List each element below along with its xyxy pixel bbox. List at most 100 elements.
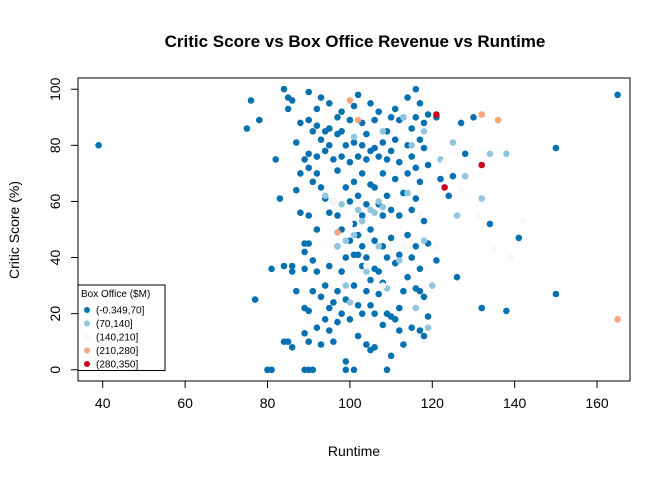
data-point	[396, 304, 403, 312]
data-point	[346, 220, 354, 228]
data-point	[412, 243, 420, 250]
data-point	[297, 119, 304, 127]
data-point	[330, 198, 337, 205]
data-point	[346, 97, 354, 104]
legend-swatch	[84, 320, 90, 327]
data-point	[358, 243, 366, 250]
data-point	[334, 318, 341, 326]
data-point	[313, 153, 321, 160]
data-point	[375, 290, 383, 298]
data-point	[416, 327, 424, 334]
data-point	[371, 310, 378, 318]
data-point	[503, 307, 510, 315]
data-point	[420, 293, 428, 301]
data-point	[334, 229, 341, 236]
data-point	[321, 316, 329, 323]
x-tick-label: 120	[421, 395, 445, 411]
data-point	[457, 119, 465, 127]
data-point	[334, 287, 341, 295]
data-point	[486, 220, 494, 228]
data-point	[387, 147, 395, 155]
data-point	[272, 156, 280, 163]
data-point	[313, 324, 321, 332]
legend-swatch	[84, 334, 90, 340]
data-point	[449, 172, 457, 180]
data-point	[313, 268, 321, 275]
data-point	[317, 94, 325, 101]
data-point	[445, 192, 453, 200]
data-point	[371, 237, 378, 244]
data-point	[301, 156, 308, 163]
x-tick-label: 80	[260, 395, 276, 411]
data-point	[433, 243, 440, 250]
data-point	[280, 262, 288, 270]
data-point	[486, 150, 494, 158]
data-point	[424, 111, 432, 118]
data-point	[338, 128, 345, 135]
data-point	[420, 217, 428, 225]
data-point	[342, 254, 350, 261]
data-point	[371, 144, 378, 152]
data-point	[400, 114, 407, 121]
data-point	[334, 114, 341, 121]
data-point	[305, 150, 313, 158]
data-point	[288, 344, 296, 351]
data-point	[379, 139, 387, 146]
data-point	[358, 170, 366, 177]
data-point	[268, 265, 275, 273]
x-axis: 40 60 80 100 120 140 160	[95, 380, 609, 411]
legend-box	[77, 284, 166, 371]
data-point	[494, 116, 502, 124]
data-point	[313, 170, 321, 177]
legend: Box Office ($M) (-0.349,70] (70,140] (140,2…	[77, 284, 166, 371]
data-point	[280, 85, 288, 93]
data-point	[478, 304, 486, 312]
y-axis-label: Critic Score (%)	[6, 181, 22, 279]
data-point	[387, 114, 395, 121]
data-point	[614, 91, 621, 99]
data-point	[288, 268, 296, 275]
data-point	[305, 212, 313, 219]
data-point	[441, 158, 448, 166]
data-point	[297, 209, 304, 216]
data-point	[408, 254, 416, 261]
data-point	[301, 330, 308, 337]
data-point	[309, 257, 317, 264]
data-point	[330, 156, 337, 163]
data-point	[288, 97, 296, 104]
data-point	[354, 332, 362, 340]
data-point	[387, 352, 395, 360]
data-point	[293, 186, 300, 194]
data-point	[412, 195, 420, 202]
data-point	[375, 268, 383, 275]
data-point	[358, 142, 366, 149]
data-point	[408, 324, 416, 332]
legend-swatch	[84, 361, 90, 367]
data-point	[396, 251, 403, 259]
data-point	[354, 206, 362, 214]
data-point	[363, 287, 370, 295]
data-point	[321, 192, 329, 200]
data-point	[317, 136, 325, 143]
data-point	[301, 265, 308, 273]
data-point	[342, 282, 350, 289]
data-point	[404, 273, 411, 281]
data-point	[424, 324, 432, 332]
data-point	[363, 201, 370, 208]
data-point	[367, 226, 374, 233]
data-point	[342, 184, 350, 191]
data-point	[363, 268, 370, 275]
data-point	[354, 251, 362, 259]
data-point	[309, 366, 317, 374]
data-point	[391, 105, 399, 113]
data-point	[95, 142, 102, 149]
data-point	[404, 170, 411, 177]
data-point	[416, 136, 424, 143]
data-point	[326, 100, 333, 107]
y-tick-label: 80	[47, 137, 63, 153]
data-point	[330, 338, 337, 346]
data-point	[371, 344, 378, 351]
data-point	[453, 212, 461, 219]
data-point	[338, 108, 345, 115]
data-point	[346, 158, 354, 166]
